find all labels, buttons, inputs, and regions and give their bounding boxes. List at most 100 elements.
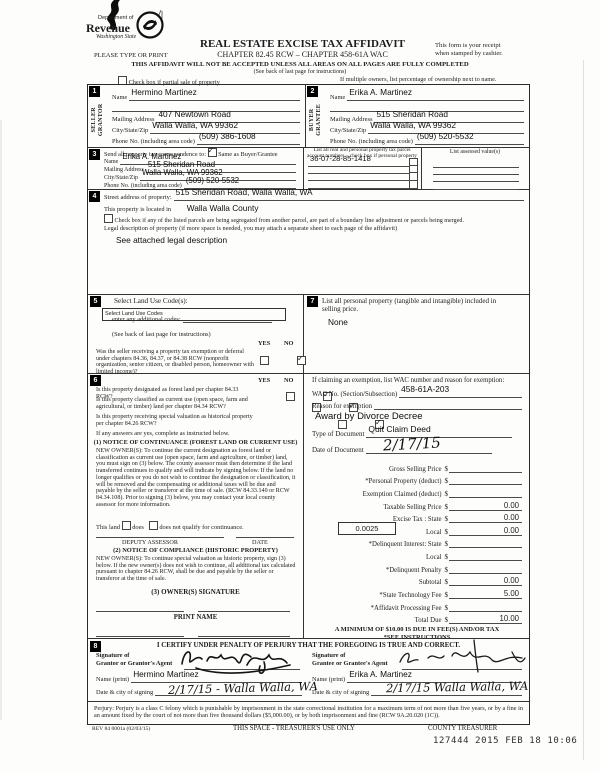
segregated-label: Check box if any of the listed parcels a… xyxy=(114,218,464,224)
s6-question-3: Is this property receiving special valua… xyxy=(96,414,253,427)
reason-field[interactable]: Award by Divorce Decree xyxy=(315,411,423,422)
corr-phone-field[interactable]: (509) 520-5532 xyxy=(185,176,240,185)
buyer-city-field[interactable]: Walla Walla, WA 99362 xyxy=(370,120,456,130)
land-use-code-select[interactable]: Select Land Use Codes xyxy=(102,308,286,321)
doc-date-line[interactable] xyxy=(365,444,492,454)
section-5-tab: 5 xyxy=(90,296,101,307)
personal-property-field[interactable]: None xyxy=(328,317,348,327)
legal-description-field[interactable]: See attached legal description xyxy=(116,235,228,245)
money-field[interactable]: 0.00 xyxy=(449,526,522,536)
assessed-value-line[interactable] xyxy=(433,166,519,175)
street-address-field[interactable]: 515 Sheridan Road, Walla Walla, WA xyxy=(175,187,313,197)
parcel-number-field[interactable]: 36-07-28-85-1418 xyxy=(310,154,371,163)
buyer-phone-field[interactable]: (509) 520-5532 xyxy=(416,131,474,141)
seller-phone-field[interactable]: (509) 386-1608 xyxy=(198,131,256,141)
s6-yes-header: YES xyxy=(258,377,271,384)
money-row-gross: Gross Selling Price $ xyxy=(312,460,522,473)
money-field[interactable]: 5.00 xyxy=(449,589,522,600)
corr-name-label: Name xyxy=(104,159,119,165)
seller-city-field[interactable]: Walla Walla, WA 99362 xyxy=(152,120,238,130)
grantor-signature-block: Signature of Grantor or Grantor's Agent … xyxy=(96,651,318,698)
buyer-address-field[interactable]: 515 Sheridan Road xyxy=(376,109,448,119)
grantor-sig-label-1: Signature of xyxy=(96,652,130,659)
money-field[interactable] xyxy=(449,538,522,549)
corr-city-field[interactable]: Walla Walla, WA 99362 xyxy=(142,168,223,177)
assessed-value-line[interactable] xyxy=(433,181,519,190)
wac-field[interactable]: 458-61A-203 xyxy=(401,384,450,394)
grantor-date-line[interactable] xyxy=(155,686,302,696)
grantee-signature[interactable] xyxy=(394,636,529,674)
s6-q2-yes-checkbox[interactable] xyxy=(312,403,321,412)
money-field[interactable]: 0.00 xyxy=(449,501,522,511)
section-8-tab: 8 xyxy=(90,641,101,652)
grantor-name-field[interactable]: Hermino Martinez xyxy=(133,669,199,679)
money-field[interactable] xyxy=(449,463,522,473)
seller-name-field[interactable]: Hermino Martinez xyxy=(131,87,197,97)
located-row: This property is located in Walla Walla … xyxy=(104,203,258,213)
section-1-tab: 1 xyxy=(89,86,100,97)
grantor-signature[interactable] xyxy=(174,640,299,676)
owners-signature-title: (3) OWNER(S) SIGNATURE xyxy=(151,588,240,596)
owner-print-name-line[interactable] xyxy=(96,628,184,637)
money-field[interactable]: 0.00 xyxy=(449,576,522,587)
money-field[interactable] xyxy=(449,551,522,562)
owner-signature-line[interactable] xyxy=(96,603,184,612)
land-does-not-checkbox[interactable] xyxy=(148,521,158,530)
grantee-sig-label-1: Signature of xyxy=(312,652,346,659)
see-back-note: (See back of last page for instructions) xyxy=(112,331,211,338)
money-field[interactable] xyxy=(449,488,522,498)
seller-blank-line[interactable] xyxy=(112,102,300,112)
receipt-note-2: when stamped by cashier. xyxy=(435,50,503,57)
certify-statement: I CERTIFY UNDER PENALTY OF PERJURY THAT … xyxy=(156,642,461,649)
correspondence-row: Send all property tax correspondence to:… xyxy=(104,146,278,158)
doc-type-field[interactable]: Quit Claim Deed xyxy=(368,424,431,434)
assessed-value-line[interactable] xyxy=(433,159,519,168)
money-row-delinquent-interest-local: Local $ xyxy=(312,548,522,562)
land-does-checkbox[interactable] xyxy=(121,521,131,530)
scan-edge-left xyxy=(0,120,2,720)
segregated-checkbox[interactable] xyxy=(104,214,113,223)
s5-yes-checkbox[interactable] xyxy=(260,356,269,365)
section-6-tab: 6 xyxy=(90,375,101,386)
grantee-name-label: Name (print) xyxy=(312,676,346,683)
s5-no-checkbox[interactable] xyxy=(297,354,306,365)
corr-address-field[interactable]: 515 Sheridan Road xyxy=(147,160,216,169)
s6-q3-no-checkbox[interactable] xyxy=(375,418,384,429)
reason-line[interactable] xyxy=(374,400,522,410)
perjury-statement: Perjury: Perjury is a class C felony whi… xyxy=(88,701,529,719)
money-field[interactable] xyxy=(449,602,522,612)
grantee-date-label: Date & city of signing xyxy=(312,689,370,696)
buyer-name-field[interactable]: Erika A. Martinez xyxy=(349,87,412,97)
located-field[interactable]: Walla Walla County xyxy=(186,203,259,213)
owner-signature-line[interactable] xyxy=(198,603,290,612)
corr-phone-label: Phone No. (including area code) xyxy=(104,183,182,189)
s6-q2-no-checkbox[interactable] xyxy=(349,401,358,412)
money-field[interactable] xyxy=(449,475,522,486)
assessed-values-header: List assessed value(s) xyxy=(449,149,501,155)
deputy-assessor-line[interactable] xyxy=(96,529,224,538)
additional-codes-line[interactable] xyxy=(182,313,272,323)
money-field[interactable] xyxy=(449,564,522,574)
grantee-signature-line[interactable] xyxy=(402,660,522,670)
parcel-personal-checkbox[interactable] xyxy=(409,180,418,189)
seller-address-field[interactable]: 407 Newtown Road xyxy=(158,109,231,119)
treasurer-space-label: THIS SPACE - TREASURER'S USE ONLY xyxy=(233,725,355,732)
grantee-name-field[interactable]: Erika A. Martinez xyxy=(349,669,412,679)
money-field[interactable]: 10.00 xyxy=(449,614,522,625)
corr-name-field[interactable]: Erika A. Martinez xyxy=(122,152,182,161)
corr-address-label: Mailing Address xyxy=(104,167,144,173)
same-as-buyer-checkbox[interactable] xyxy=(207,146,217,157)
s6-q3-yes-checkbox[interactable] xyxy=(338,420,347,429)
receipt-note-1: This form is your receipt xyxy=(435,42,501,49)
money-field[interactable]: 0.00 xyxy=(449,513,522,524)
buyer-city-label: City/State/Zip xyxy=(330,127,367,134)
assessor-date-line[interactable] xyxy=(236,529,294,538)
s6-q1-no-checkbox[interactable] xyxy=(323,390,332,401)
owner-print-name-line[interactable] xyxy=(198,628,290,637)
wac-label: WAC No. (Section/Subsection) xyxy=(312,391,398,398)
grantee-date-line[interactable] xyxy=(371,686,522,696)
buyer-blank-line[interactable] xyxy=(330,102,524,112)
assessed-value-line[interactable] xyxy=(433,173,519,182)
s6-q1-yes-checkbox[interactable] xyxy=(286,392,295,401)
grantor-signature-line[interactable] xyxy=(184,660,300,670)
